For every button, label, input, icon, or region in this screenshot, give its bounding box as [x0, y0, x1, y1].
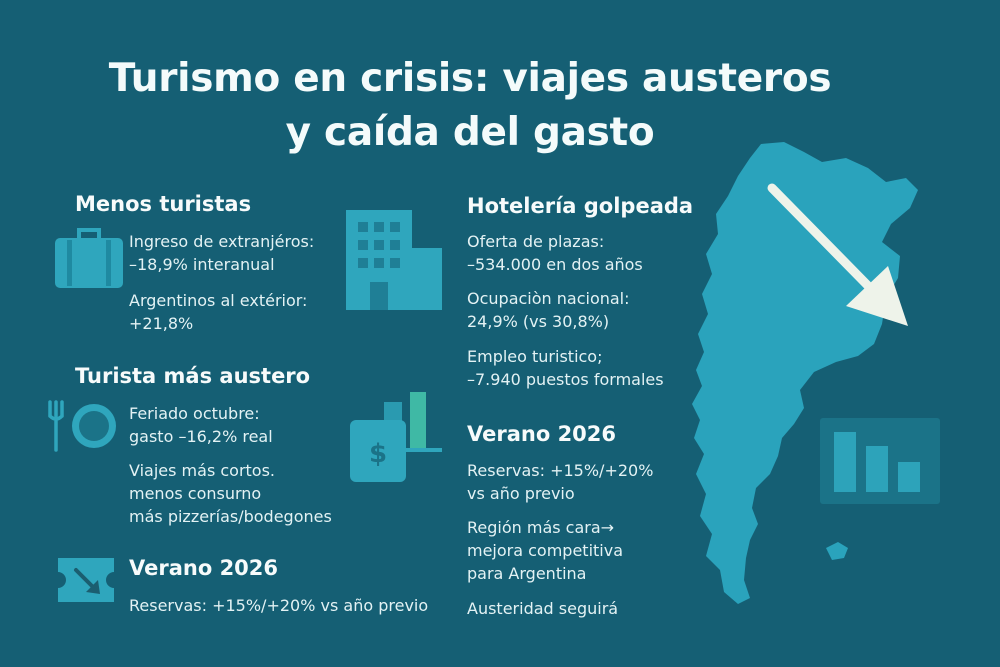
- turista-austero-heading: Turista más austero: [75, 364, 311, 388]
- empleo-turistico: Empleo turistico; –7.940 puestos formale…: [467, 345, 664, 391]
- hoteleria-heading: Hotelería golpeada: [467, 194, 694, 218]
- feriado-octubre: Feriado octubre: gasto –16,2% real: [129, 402, 273, 448]
- argentinos-line-2: +21,8%: [129, 314, 194, 333]
- viajes-cortos: Viajes más cortos. menos consurno más pi…: [129, 459, 332, 528]
- ingreso-extranjeros: Ingreso de extranjéros: –18,9% interanua…: [129, 230, 314, 276]
- viajes-line-3: más pizzerías/bodegones: [129, 507, 332, 526]
- ingreso-line-2: –18,9% interanual: [129, 255, 275, 274]
- oferta-plazas: Oferta de plazas: –534.000 en dos años: [467, 230, 643, 276]
- verano-left-heading: Verano 2026: [129, 556, 279, 580]
- verano-right-heading: Verano 2026: [467, 422, 617, 446]
- verano-right-reservas: Reservas: +15%/+20% vs año previo: [467, 459, 653, 505]
- oferta-line-1: Oferta de plazas:: [467, 232, 605, 251]
- oferta-line-2: –534.000 en dos años: [467, 255, 643, 274]
- ocupacion-line-1: Ocupaciòn nacional:: [467, 289, 630, 308]
- region-line-2: mejora competitiva: [467, 541, 624, 560]
- money-bars-icon: $: [350, 392, 442, 482]
- reservas-line-1: Reservas: +15%/+20%: [467, 461, 654, 480]
- building-icon: [346, 210, 442, 310]
- plate-fork-icon: [48, 400, 116, 452]
- argentina-map-shape: [692, 142, 918, 604]
- ticket-arrow-icon: [58, 558, 114, 602]
- down-arrow-icon: [767, 183, 908, 326]
- menos-turistas-heading: Menos turistas: [75, 192, 252, 216]
- argentinos-line-1: Argentinos al extérior:: [129, 291, 308, 310]
- reservas-line-2: vs año previo: [467, 484, 575, 503]
- suitcase-icon: [55, 228, 123, 288]
- svg-text:$: $: [369, 439, 387, 469]
- viajes-line-1: Viajes más cortos.: [129, 461, 276, 480]
- feriado-line-1: Feriado octubre:: [129, 404, 260, 423]
- austeridad: Austeridad seguirá: [467, 599, 619, 618]
- argentina-map: [692, 142, 918, 604]
- region-mas-cara: Región más cara→ mejora competitiva para…: [467, 516, 623, 585]
- bar-chart-icon: [820, 418, 940, 504]
- falkland-islands: [826, 542, 848, 560]
- argentinos-exterior: Argentinos al extérior: +21,8%: [129, 289, 307, 335]
- empleo-line-1: Empleo turistico;: [467, 347, 603, 366]
- verano-left-reservas: Reservas: +15%/+20% vs año previo: [129, 596, 429, 615]
- region-line-1: Región más cara→: [467, 518, 615, 537]
- title-line-2: y caída del gasto: [285, 110, 655, 155]
- ocupacion-line-2: 24,9% (vs 30,8%): [467, 312, 610, 331]
- ingreso-line-1: Ingreso de extranjéros:: [129, 232, 315, 251]
- region-line-3: para Argentina: [467, 564, 587, 583]
- feriado-line-2: gasto –16,2% real: [129, 427, 273, 446]
- page-title: Turismo en crisis: viajes austeros y caí…: [0, 52, 940, 160]
- viajes-line-2: menos consurno: [129, 484, 262, 503]
- ocupacion-nacional: Ocupaciòn nacional: 24,9% (vs 30,8%): [467, 287, 630, 333]
- empleo-line-2: –7.940 puestos formales: [467, 370, 664, 389]
- title-line-1: Turismo en crisis: viajes austeros: [108, 56, 832, 101]
